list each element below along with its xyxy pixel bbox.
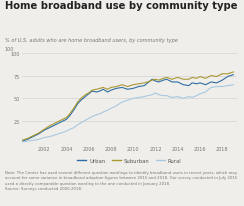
Legend: Urban, Suburban, Rural: Urban, Suburban, Rural [75, 156, 184, 165]
Text: Home broadband use by community type: Home broadband use by community type [5, 1, 237, 11]
Text: 100: 100 [5, 46, 14, 51]
Text: % of U.S. adults who are home broadband users, by community type: % of U.S. adults who are home broadband … [5, 38, 178, 43]
Text: Note: The Center has used several different question wordings to identify broadb: Note: The Center has used several differ… [5, 170, 237, 190]
